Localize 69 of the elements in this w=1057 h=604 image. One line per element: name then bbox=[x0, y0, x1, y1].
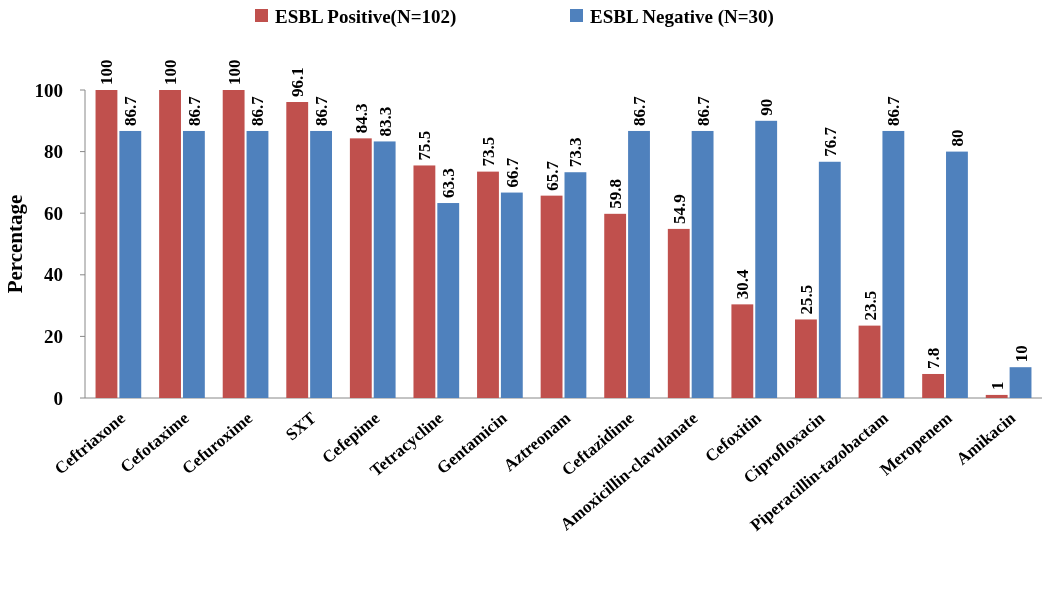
data-label: 73.5 bbox=[478, 136, 498, 167]
bar bbox=[858, 325, 881, 398]
data-label: 100 bbox=[224, 59, 244, 85]
data-label: 86.7 bbox=[693, 95, 713, 126]
bar bbox=[628, 130, 650, 398]
bar bbox=[500, 192, 523, 398]
bar bbox=[373, 141, 396, 398]
bar bbox=[540, 195, 563, 398]
y-tick-label: 80 bbox=[44, 141, 63, 163]
data-label: 1 bbox=[987, 381, 1007, 390]
bar bbox=[477, 171, 499, 398]
y-tick-label: 40 bbox=[44, 264, 63, 286]
bar bbox=[310, 130, 332, 398]
data-label: 10 bbox=[1011, 345, 1031, 363]
bar bbox=[222, 90, 245, 398]
data-label: 30.4 bbox=[733, 269, 753, 300]
data-label: 100 bbox=[97, 59, 117, 85]
bar bbox=[755, 120, 778, 398]
data-label: 84.3 bbox=[351, 103, 371, 134]
bar bbox=[413, 165, 436, 398]
bar bbox=[564, 172, 587, 398]
bar bbox=[286, 102, 309, 398]
y-tick-label: 20 bbox=[44, 326, 63, 348]
bar bbox=[437, 203, 460, 398]
data-label: 86.7 bbox=[630, 95, 650, 126]
bar bbox=[159, 90, 181, 398]
data-label: 96.1 bbox=[288, 67, 308, 98]
legend-label: ESBL Positive(N=102) bbox=[275, 5, 457, 28]
data-label: 66.7 bbox=[502, 157, 522, 188]
y-tick-label: 60 bbox=[44, 202, 63, 224]
bar bbox=[946, 151, 968, 398]
bar bbox=[985, 394, 1008, 398]
bar bbox=[349, 138, 372, 398]
bar bbox=[182, 130, 205, 398]
data-label: 23.5 bbox=[860, 290, 880, 321]
data-label: 83.3 bbox=[375, 106, 395, 137]
data-label: 86.7 bbox=[884, 95, 904, 126]
data-label: 76.7 bbox=[820, 126, 840, 157]
data-label: 75.5 bbox=[415, 130, 435, 161]
data-label: 59.8 bbox=[606, 179, 626, 209]
bar bbox=[1009, 367, 1032, 398]
data-label: 80 bbox=[947, 129, 967, 147]
data-label: 86.7 bbox=[184, 95, 204, 126]
bar bbox=[691, 130, 714, 398]
y-axis-title: Percentage bbox=[3, 194, 27, 294]
y-tick-label: 0 bbox=[53, 387, 63, 409]
data-label: 90 bbox=[757, 98, 777, 116]
data-label: 86.7 bbox=[312, 95, 332, 126]
data-label: 100 bbox=[161, 59, 181, 85]
data-label: 86.7 bbox=[248, 95, 268, 126]
data-label: 25.5 bbox=[796, 284, 816, 315]
data-label: 65.7 bbox=[542, 160, 562, 191]
data-label: 54.9 bbox=[669, 194, 689, 224]
bar bbox=[882, 130, 905, 398]
bar bbox=[731, 304, 754, 398]
y-tick-label: 100 bbox=[34, 79, 63, 101]
bar bbox=[922, 373, 945, 398]
bar bbox=[667, 228, 690, 398]
bar bbox=[95, 90, 118, 398]
data-label: 7.8 bbox=[924, 347, 944, 369]
bar bbox=[818, 161, 841, 398]
bar bbox=[604, 213, 627, 398]
bar bbox=[795, 319, 817, 398]
bar bbox=[119, 130, 142, 398]
data-label: 63.3 bbox=[439, 168, 459, 199]
data-label: 73.3 bbox=[566, 137, 586, 168]
bar bbox=[246, 130, 269, 398]
data-label: 86.7 bbox=[121, 95, 141, 126]
legend-label: ESBL Negative (N=30) bbox=[590, 5, 774, 28]
